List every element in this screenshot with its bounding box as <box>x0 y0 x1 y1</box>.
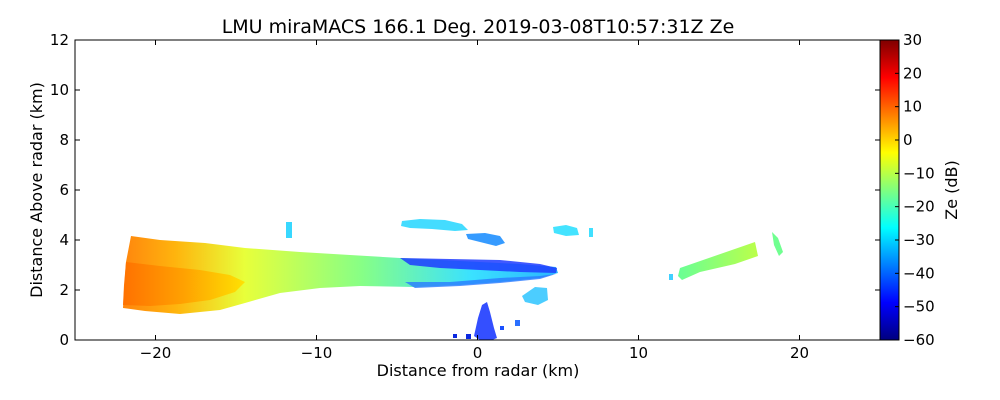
colorbar-tick-label: 30 <box>903 31 922 49</box>
colorbar-tick-label: −50 <box>903 298 935 316</box>
y-tick-label: 4 <box>59 231 69 249</box>
echo-far-band-tip <box>772 232 783 256</box>
chart-title: LMU miraMACS 166.1 Deg. 2019-03-08T10:57… <box>222 16 735 38</box>
echo-far-band <box>678 242 758 280</box>
y-tick-label: 10 <box>50 81 69 99</box>
colorbar: 30 20 10 0 −10 −20 −30 −40 −50 −60 <box>879 31 935 349</box>
echo-speck-left <box>286 222 292 238</box>
y-tick-label: 8 <box>59 131 69 149</box>
colorbar-tick-label: −30 <box>903 231 935 249</box>
echo-main-cloud-edge-lower <box>405 274 556 288</box>
y-axis: 0 2 4 6 8 10 12 <box>50 31 880 349</box>
colorbar-tick-label: 10 <box>903 98 922 116</box>
x-axis: −20 −10 0 10 20 <box>140 40 809 362</box>
echo-far-speck <box>669 274 673 280</box>
echo-main-cloud-edge <box>400 258 557 273</box>
echo-clutter-speck-2 <box>453 334 457 338</box>
colorbar-tick-label: 0 <box>903 131 913 149</box>
radar-echoes <box>123 219 783 340</box>
echo-clutter-speck-1 <box>466 334 471 339</box>
colorbar-bar <box>879 39 900 341</box>
echo-surface-clutter <box>474 302 497 340</box>
echo-upper-layer-tail <box>466 233 505 246</box>
echo-main-cloud-body <box>123 236 558 314</box>
x-tick-label: −20 <box>140 344 172 362</box>
colorbar-tick-label: 20 <box>903 64 922 82</box>
x-axis-label: Distance from radar (km) <box>377 361 580 380</box>
echo-clutter-speck-3 <box>515 320 520 326</box>
echo-small-patch-near-0 <box>522 287 548 305</box>
y-tick-label: 2 <box>59 281 69 299</box>
colorbar-tick-label: −20 <box>903 198 935 216</box>
echo-small-patch-right <box>553 225 579 236</box>
echo-main-cloud-core <box>123 262 245 306</box>
echo-upper-layer <box>401 219 468 231</box>
x-tick-label: −10 <box>301 344 333 362</box>
y-tick-label: 12 <box>50 31 69 49</box>
x-tick-label: 0 <box>473 344 483 362</box>
y-axis-label: Distance Above radar (km) <box>27 82 46 298</box>
echo-speck-right <box>589 228 593 237</box>
colorbar-tick-label: −10 <box>903 164 935 182</box>
echo-clutter-speck-4 <box>500 326 504 330</box>
x-tick-label: 10 <box>629 344 648 362</box>
colorbar-tick-label: −60 <box>903 331 935 349</box>
colorbar-label: Ze (dB) <box>942 160 961 220</box>
y-tick-label: 6 <box>59 181 69 199</box>
x-tick-label: 20 <box>790 344 809 362</box>
colorbar-tick-label: −40 <box>903 264 935 282</box>
y-tick-label: 0 <box>59 331 69 349</box>
